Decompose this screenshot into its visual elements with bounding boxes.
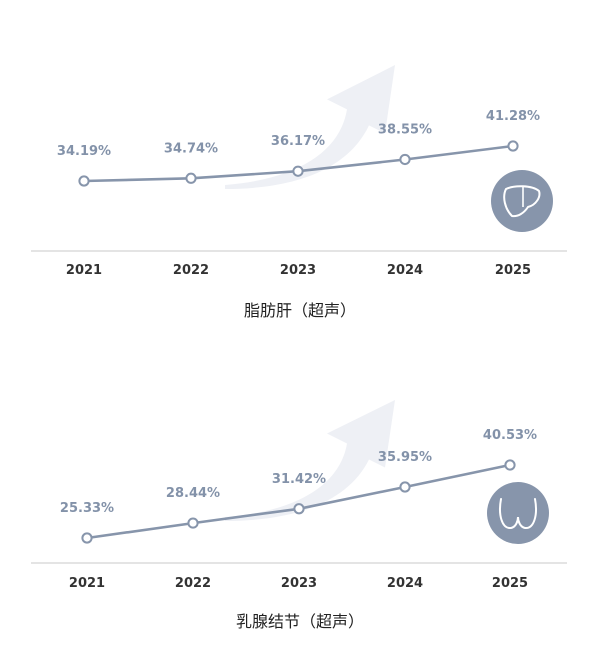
data-point-2021	[78, 175, 90, 187]
x-tick-label-2022: 2022	[175, 576, 211, 591]
data-point-2023	[292, 165, 304, 177]
x-tick-label-2023: 2023	[281, 576, 317, 591]
value-label-2025: 40.53%	[483, 428, 537, 443]
value-label-2022: 34.74%	[164, 141, 218, 156]
data-point-2021	[81, 532, 93, 544]
value-label-2022: 28.44%	[166, 486, 220, 501]
x-tick-label-2022: 2022	[173, 263, 209, 278]
x-tick-label-2021: 2021	[69, 576, 105, 591]
trend-arrow-1	[225, 65, 395, 189]
data-point-2024	[399, 153, 411, 166]
liver-outline	[503, 185, 541, 218]
chart-1: 34.19% 34.74% 36.17% 38.55% 41.28% 2021 2022 20…	[31, 65, 567, 320]
chart-title: 乳腺结节（超声）	[236, 612, 364, 631]
data-point-2023	[293, 503, 305, 515]
liver-icon	[491, 170, 553, 232]
x-tick-label-2025: 2025	[492, 576, 528, 591]
data-point-2025	[507, 140, 519, 152]
x-tick-label-2023: 2023	[280, 263, 316, 278]
chart-2: 25.33% 28.44% 31.42% 35.95% 40.53% 2021 2022 20…	[31, 400, 567, 631]
x-tick-label-2025: 2025	[495, 263, 531, 278]
value-label-2021: 25.33%	[60, 501, 114, 516]
value-label-2023: 36.17%	[271, 134, 325, 149]
x-tick-label-2024: 2024	[387, 576, 423, 591]
breast-outline	[499, 498, 537, 529]
value-label-2024: 35.95%	[378, 450, 432, 465]
value-label-2023: 31.42%	[272, 472, 326, 487]
trend-arrow-2	[225, 400, 395, 521]
data-point-2022	[187, 517, 199, 529]
data-point-2025	[504, 459, 516, 471]
breast-icon	[487, 482, 549, 544]
x-tick-label-2021: 2021	[66, 263, 102, 278]
value-label-2025: 41.28%	[486, 109, 540, 124]
data-point-2024	[399, 481, 411, 493]
value-label-2024: 38.55%	[378, 122, 432, 137]
chart-title: 脂肪肝（超声）	[244, 301, 356, 320]
x-tick-label-2024: 2024	[387, 263, 423, 278]
data-point-2022	[185, 172, 197, 184]
value-label-2021: 34.19%	[57, 144, 111, 159]
